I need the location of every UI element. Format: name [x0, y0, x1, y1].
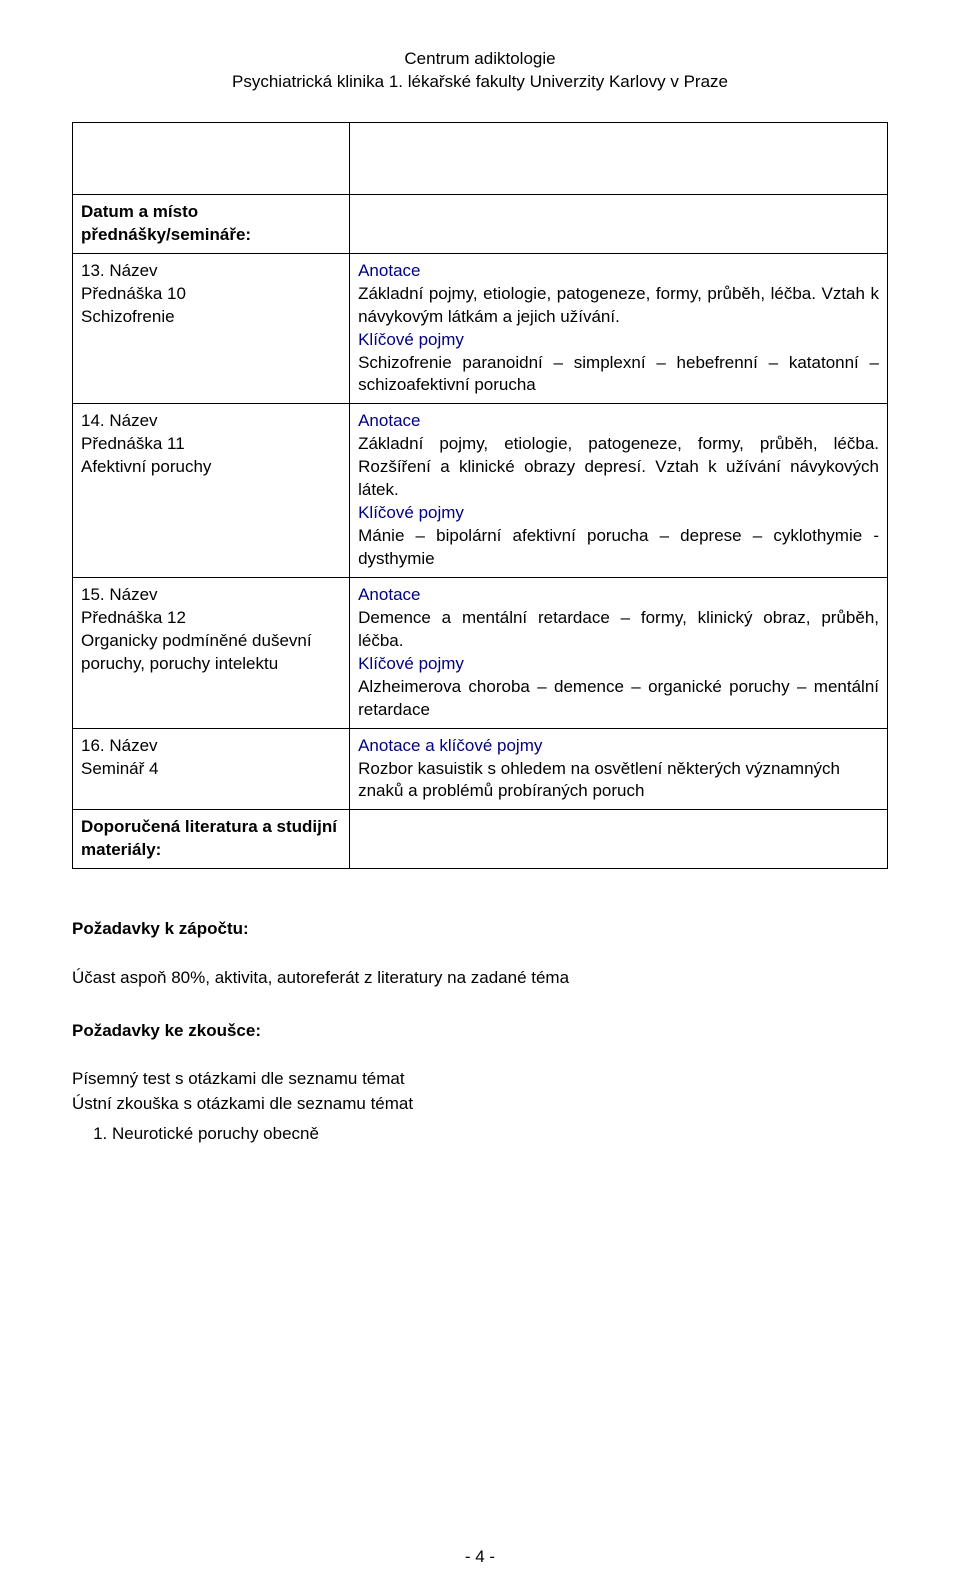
date-place-label: Datum a místo přednášky/semináře:: [81, 202, 251, 244]
table-row: 14. Název Přednáška 11 Afektivní poruchy…: [73, 404, 888, 578]
syllabus-table: Datum a místo přednášky/semináře: 13. Ná…: [72, 122, 888, 869]
cell-empty: [350, 810, 888, 869]
lecture-number: 13. Název: [81, 260, 341, 283]
document-page: Centrum adiktologie Psychiatrická klinik…: [0, 0, 960, 1591]
zapoctu-text: Účast aspoň 80%, aktivita, autoreferát z…: [72, 966, 888, 991]
klicove-pojmy-label: Klíčové pojmy: [358, 502, 879, 525]
cell-empty-left: [73, 122, 350, 194]
header-line2: Psychiatrická klinika 1. lékařské fakult…: [72, 71, 888, 94]
lecture-name: Přednáška 11: [81, 433, 341, 456]
zkousce-line2: Ústní zkouška s otázkami dle seznamu tém…: [72, 1092, 888, 1117]
literature-label: Doporučená literatura a studijní materiá…: [81, 817, 337, 859]
anotace-label: Anotace: [358, 260, 879, 283]
table-row: Datum a místo přednášky/semináře:: [73, 194, 888, 253]
anotace-klicove-label: Anotace a klíčové pojmy: [358, 735, 879, 758]
cell-lecture-title: 16. Název Seminář 4: [73, 728, 350, 810]
cell-lecture-content: Anotace Základní pojmy, etiologie, patog…: [350, 253, 888, 404]
lecture-topic: Organicky podmíněné duševní poruchy, por…: [81, 630, 341, 676]
klicove-pojmy-label: Klíčové pojmy: [358, 653, 879, 676]
lecture-name: Seminář 4: [81, 758, 341, 781]
page-header: Centrum adiktologie Psychiatrická klinik…: [72, 48, 888, 94]
anotace-label: Anotace: [358, 410, 879, 433]
list-item: Neurotické poruchy obecně: [112, 1122, 888, 1147]
cell-lecture-title: 14. Název Přednáška 11 Afektivní poruchy: [73, 404, 350, 578]
lecture-topic: Schizofrenie: [81, 306, 341, 329]
cell-literature: Doporučená literatura a studijní materiá…: [73, 810, 350, 869]
requirements-block: Požadavky k zápočtu: Účast aspoň 80%, ak…: [72, 917, 888, 1147]
zkousce-heading: Požadavky ke zkoušce:: [72, 1019, 888, 1044]
lecture-number: 16. Název: [81, 735, 341, 758]
cell-lecture-content: Anotace Základní pojmy, etiologie, patog…: [350, 404, 888, 578]
table-row: [73, 122, 888, 194]
lecture-number: 14. Název: [81, 410, 341, 433]
table-row: 13. Název Přednáška 10 Schizofrenie Anot…: [73, 253, 888, 404]
cell-lecture-title: 13. Název Přednáška 10 Schizofrenie: [73, 253, 350, 404]
lecture-name: Přednáška 12: [81, 607, 341, 630]
klicove-pojmy-text: Alzheimerova choroba – demence – organic…: [358, 676, 879, 722]
cell-lecture-title: 15. Název Přednáška 12 Organicky podmíně…: [73, 577, 350, 728]
cell-lecture-content: Anotace a klíčové pojmy Rozbor kasuistik…: [350, 728, 888, 810]
anotace-text: Základní pojmy, etiologie, patogeneze, f…: [358, 283, 879, 329]
table-row: Doporučená literatura a studijní materiá…: [73, 810, 888, 869]
klicove-pojmy-text: Schizofrenie paranoidní – simplexní – he…: [358, 352, 879, 398]
cell-empty-right: [350, 122, 888, 194]
anotace-klicove-text: Rozbor kasuistik s ohledem na osvětlení …: [358, 758, 879, 804]
lecture-topic: Afektivní poruchy: [81, 456, 341, 479]
zapoctu-heading: Požadavky k zápočtu:: [72, 917, 888, 942]
page-number: - 4 -: [0, 1547, 960, 1567]
lecture-name: Přednáška 10: [81, 283, 341, 306]
cell-empty: [350, 194, 888, 253]
klicove-pojmy-text: Mánie – bipolární afektivní porucha – de…: [358, 525, 879, 571]
lecture-number: 15. Název: [81, 584, 341, 607]
klicove-pojmy-label: Klíčové pojmy: [358, 329, 879, 352]
cell-lecture-content: Anotace Demence a mentální retardace – f…: [350, 577, 888, 728]
zkousce-list: Neurotické poruchy obecně: [72, 1122, 888, 1147]
anotace-text: Základní pojmy, etiologie, patogeneze, f…: [358, 433, 879, 502]
table-row: 15. Název Přednáška 12 Organicky podmíně…: [73, 577, 888, 728]
anotace-text: Demence a mentální retardace – formy, kl…: [358, 607, 879, 653]
zkousce-line1: Písemný test s otázkami dle seznamu téma…: [72, 1067, 888, 1092]
anotace-label: Anotace: [358, 584, 879, 607]
table-row: 16. Název Seminář 4 Anotace a klíčové po…: [73, 728, 888, 810]
header-line1: Centrum adiktologie: [72, 48, 888, 71]
cell-date-place: Datum a místo přednášky/semináře:: [73, 194, 350, 253]
